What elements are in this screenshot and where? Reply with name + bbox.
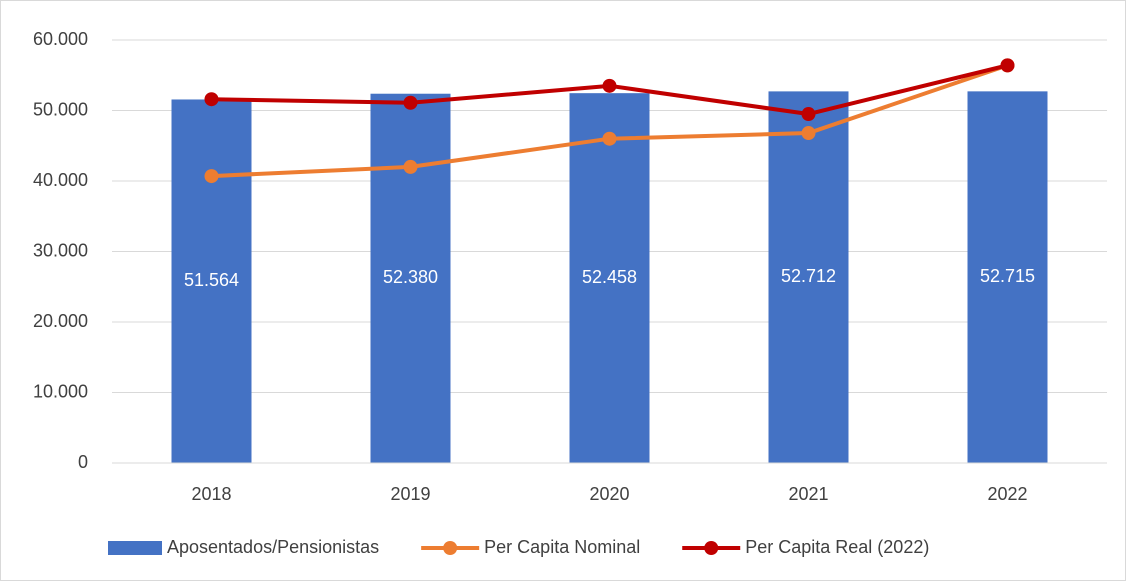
data-label: 52.715	[980, 266, 1035, 286]
line-marker	[403, 159, 418, 174]
legend-label: Per Capita Real (2022)	[745, 537, 929, 557]
line-marker	[204, 169, 219, 184]
bar	[967, 91, 1048, 463]
bar	[370, 93, 451, 463]
data-label: 52.380	[383, 267, 438, 287]
bar	[171, 99, 252, 463]
data-label: 52.458	[582, 267, 637, 287]
data-label: 52.712	[781, 266, 836, 286]
y-tick-label: 10.000	[33, 381, 88, 401]
line-marker	[801, 126, 816, 141]
data-label: 51.564	[184, 270, 239, 290]
x-tick-label: 2019	[390, 484, 430, 504]
y-tick-label: 20.000	[33, 311, 88, 331]
y-tick-label: 50.000	[33, 99, 88, 119]
line-marker	[204, 92, 219, 107]
line-marker	[602, 78, 617, 93]
x-tick-label: 2021	[788, 484, 828, 504]
x-tick-label: 2018	[191, 484, 231, 504]
line-marker	[403, 95, 418, 110]
x-tick-label: 2020	[589, 484, 629, 504]
line-marker	[602, 131, 617, 146]
legend-marker	[704, 541, 719, 555]
y-tick-label: 40.000	[33, 170, 88, 190]
y-tick-label: 30.000	[33, 240, 88, 260]
line-marker	[1000, 58, 1015, 73]
legend-marker	[443, 541, 458, 555]
y-tick-label: 60.000	[33, 29, 88, 49]
bar	[569, 93, 650, 464]
bar	[768, 91, 849, 463]
line-marker	[801, 107, 816, 122]
legend-label: Aposentados/Pensionistas	[167, 537, 379, 557]
legend-label: Per Capita Nominal	[484, 537, 640, 557]
y-tick-label: 0	[78, 452, 88, 472]
legend-swatch	[108, 541, 162, 555]
x-tick-label: 2022	[987, 484, 1027, 504]
